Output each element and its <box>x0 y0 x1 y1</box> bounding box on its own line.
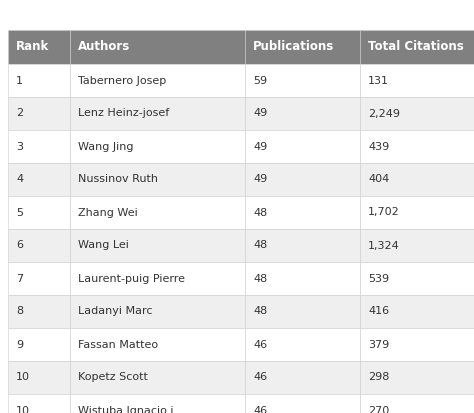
Bar <box>8 361 70 394</box>
Text: 298: 298 <box>368 373 389 382</box>
Text: 131: 131 <box>368 76 389 85</box>
Text: 270: 270 <box>368 406 389 413</box>
Bar <box>70 361 245 394</box>
Text: Ladanyi Marc: Ladanyi Marc <box>78 306 153 316</box>
Bar <box>245 196 360 229</box>
Text: 49: 49 <box>253 175 267 185</box>
Text: Nussinov Ruth: Nussinov Ruth <box>78 175 158 185</box>
Text: 2: 2 <box>16 109 23 119</box>
Bar <box>360 30 474 64</box>
Text: 48: 48 <box>253 240 267 251</box>
Text: 5: 5 <box>16 207 23 218</box>
Bar <box>70 130 245 163</box>
Bar <box>245 130 360 163</box>
Bar <box>70 97 245 130</box>
Text: Wistuba Ignacio i.: Wistuba Ignacio i. <box>78 406 177 413</box>
Text: 379: 379 <box>368 339 389 349</box>
Bar <box>360 130 474 163</box>
Text: Authors: Authors <box>78 40 130 54</box>
Bar <box>245 361 360 394</box>
Text: 46: 46 <box>253 373 267 382</box>
Text: 404: 404 <box>368 175 389 185</box>
Bar <box>360 328 474 361</box>
Bar <box>360 196 474 229</box>
Text: 7: 7 <box>16 273 23 283</box>
Bar <box>70 394 245 413</box>
Text: 48: 48 <box>253 207 267 218</box>
Text: 1: 1 <box>16 76 23 85</box>
Bar <box>70 328 245 361</box>
Bar <box>360 163 474 196</box>
Text: 416: 416 <box>368 306 389 316</box>
Bar <box>245 295 360 328</box>
Bar <box>360 229 474 262</box>
Text: Tabernero Josep: Tabernero Josep <box>78 76 166 85</box>
Bar <box>70 229 245 262</box>
Bar <box>360 394 474 413</box>
Text: 539: 539 <box>368 273 389 283</box>
Bar <box>70 64 245 97</box>
Text: 439: 439 <box>368 142 389 152</box>
Bar <box>360 262 474 295</box>
Text: 8: 8 <box>16 306 23 316</box>
Bar <box>8 130 70 163</box>
Bar <box>245 262 360 295</box>
Bar <box>8 30 70 64</box>
Text: 46: 46 <box>253 339 267 349</box>
Bar <box>8 328 70 361</box>
Text: Fassan Matteo: Fassan Matteo <box>78 339 158 349</box>
Text: 2,249: 2,249 <box>368 109 400 119</box>
Bar <box>8 97 70 130</box>
Text: Wang Jing: Wang Jing <box>78 142 134 152</box>
Bar <box>360 295 474 328</box>
Text: 48: 48 <box>253 273 267 283</box>
Text: 49: 49 <box>253 142 267 152</box>
Bar <box>245 229 360 262</box>
Bar <box>245 163 360 196</box>
Text: Publications: Publications <box>253 40 334 54</box>
Text: 48: 48 <box>253 306 267 316</box>
Text: 9: 9 <box>16 339 23 349</box>
Text: 49: 49 <box>253 109 267 119</box>
Bar <box>70 30 245 64</box>
Bar <box>245 97 360 130</box>
Bar <box>360 361 474 394</box>
Text: Rank: Rank <box>16 40 49 54</box>
Text: 4: 4 <box>16 175 23 185</box>
Bar <box>245 64 360 97</box>
Bar <box>360 97 474 130</box>
Bar <box>8 196 70 229</box>
Bar <box>245 394 360 413</box>
Text: Zhang Wei: Zhang Wei <box>78 207 138 218</box>
Bar <box>8 229 70 262</box>
Bar <box>70 262 245 295</box>
Text: 3: 3 <box>16 142 23 152</box>
Bar <box>8 64 70 97</box>
Bar <box>8 262 70 295</box>
Text: 10: 10 <box>16 373 30 382</box>
Bar <box>360 64 474 97</box>
Text: Laurent-puig Pierre: Laurent-puig Pierre <box>78 273 185 283</box>
Text: 10: 10 <box>16 406 30 413</box>
Text: Lenz Heinz-josef: Lenz Heinz-josef <box>78 109 169 119</box>
Text: 1,702: 1,702 <box>368 207 400 218</box>
Bar <box>70 295 245 328</box>
Text: Total Citations: Total Citations <box>368 40 464 54</box>
Bar <box>8 394 70 413</box>
Bar <box>70 196 245 229</box>
Text: 6: 6 <box>16 240 23 251</box>
Bar <box>8 295 70 328</box>
Text: Wang Lei: Wang Lei <box>78 240 129 251</box>
Bar <box>245 30 360 64</box>
Text: 59: 59 <box>253 76 267 85</box>
Bar <box>70 163 245 196</box>
Text: 1,324: 1,324 <box>368 240 400 251</box>
Text: Kopetz Scott: Kopetz Scott <box>78 373 148 382</box>
Bar <box>8 163 70 196</box>
Text: 46: 46 <box>253 406 267 413</box>
Bar <box>245 328 360 361</box>
